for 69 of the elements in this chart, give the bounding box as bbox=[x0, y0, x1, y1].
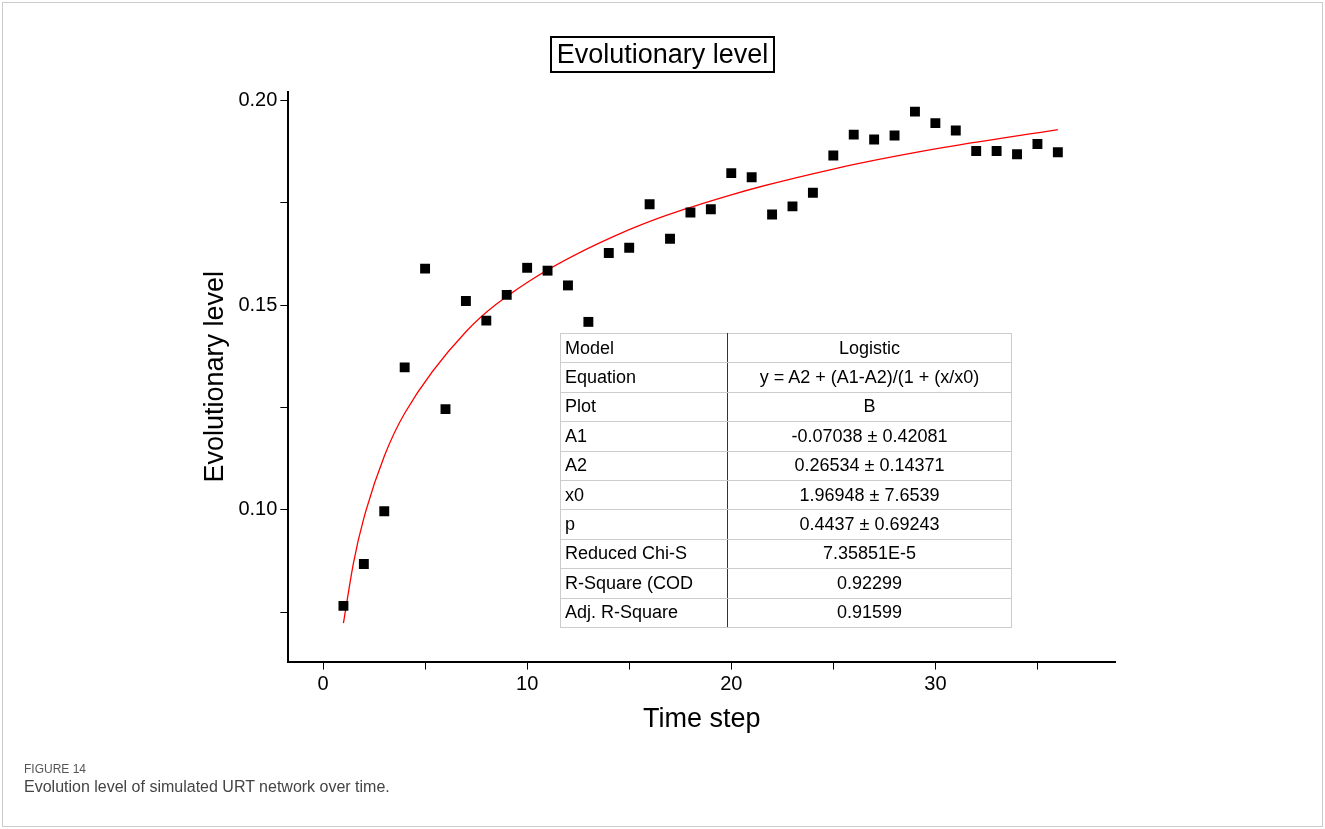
point bbox=[379, 506, 390, 517]
point bbox=[665, 233, 675, 244]
x-axis-title: Time step bbox=[642, 703, 761, 734]
annotation: Model bbox=[560, 333, 728, 363]
y-tick-label: 0.10 bbox=[238, 497, 278, 520]
point bbox=[971, 146, 982, 156]
point bbox=[644, 199, 655, 210]
point bbox=[1052, 147, 1063, 158]
y-tick-label: 0.15 bbox=[238, 292, 278, 315]
point bbox=[624, 242, 635, 253]
point bbox=[787, 201, 798, 212]
point bbox=[440, 404, 451, 415]
line-series bbox=[342, 129, 1059, 624]
point bbox=[930, 118, 941, 129]
x-tick-label: 10 bbox=[516, 672, 539, 695]
point bbox=[338, 600, 349, 611]
annotation: 0.91599 bbox=[727, 598, 1012, 628]
annotation: R-Square (COD bbox=[560, 568, 728, 599]
point bbox=[746, 172, 757, 183]
point bbox=[767, 209, 778, 220]
point bbox=[910, 106, 920, 117]
point bbox=[848, 129, 859, 140]
point bbox=[828, 150, 839, 161]
annotation: x0 bbox=[560, 480, 728, 510]
text: Evolution level of simulated URT network over time. bbox=[24, 778, 390, 796]
chart-title: Evolutionary level bbox=[549, 36, 776, 73]
point bbox=[869, 134, 880, 145]
y-tick-label: 0.20 bbox=[238, 87, 278, 110]
x-tick-label: 0 bbox=[317, 672, 329, 695]
point bbox=[358, 559, 369, 570]
point bbox=[501, 289, 512, 300]
annotation: 1.96948 ± 7.6539 bbox=[727, 480, 1012, 510]
point bbox=[705, 204, 716, 215]
annotation: -0.07038 ± 0.42081 bbox=[727, 421, 1012, 452]
point bbox=[603, 248, 614, 258]
annotation: 0.26534 ± 0.14371 bbox=[727, 451, 1012, 481]
annotation: Equation bbox=[560, 362, 728, 393]
x-tick-label: 20 bbox=[720, 672, 743, 695]
point bbox=[583, 316, 594, 327]
point bbox=[522, 262, 533, 273]
x-tick-label: 30 bbox=[924, 672, 947, 695]
annotation: 7.35851E-5 bbox=[727, 539, 1012, 569]
annotation: y = A2 + (A1-A2)/(1 + (x/x0) bbox=[727, 362, 1012, 393]
point bbox=[1032, 139, 1043, 149]
point bbox=[950, 125, 961, 136]
point bbox=[991, 146, 1002, 156]
point bbox=[1012, 149, 1022, 160]
annotation: Reduced Chi-S bbox=[560, 539, 728, 569]
point bbox=[685, 207, 696, 218]
point bbox=[420, 263, 431, 274]
annotation: Logistic bbox=[727, 333, 1012, 363]
annotation: 0.92299 bbox=[727, 568, 1012, 599]
annotation: 0.4437 ± 0.69243 bbox=[727, 509, 1012, 540]
point bbox=[889, 130, 900, 141]
point bbox=[807, 187, 818, 198]
caption: FIGURE 14 bbox=[24, 762, 87, 776]
annotation: p bbox=[560, 509, 728, 540]
point bbox=[563, 280, 573, 291]
y-axis-title: Evolutionary level bbox=[198, 270, 229, 483]
annotation: A2 bbox=[560, 451, 728, 481]
annotation: B bbox=[727, 392, 1012, 422]
point bbox=[460, 296, 471, 306]
annotation: Adj. R-Square bbox=[560, 598, 728, 628]
point bbox=[481, 315, 492, 326]
point bbox=[399, 362, 410, 373]
point bbox=[542, 265, 553, 276]
annotation: A1 bbox=[560, 421, 728, 452]
annotation: Plot bbox=[560, 392, 728, 422]
point bbox=[726, 168, 737, 179]
